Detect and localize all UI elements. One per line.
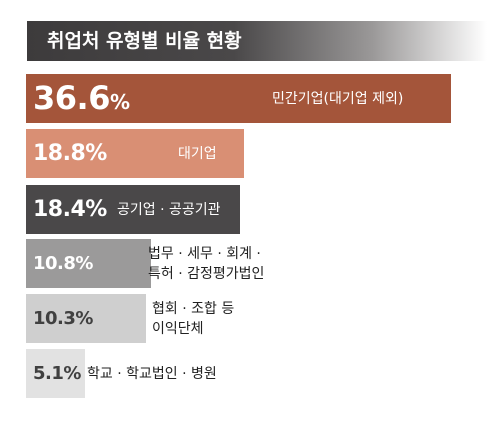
bar — [26, 185, 240, 234]
category-label-line: 협회 · 조합 등 — [152, 301, 235, 317]
value-number: 36.6 — [33, 79, 110, 117]
category-label-line: 대기업 — [178, 146, 217, 162]
value-number: 5.1% — [33, 363, 81, 384]
category-label: 공기업 · 공공기관 — [117, 200, 221, 220]
value-number: 18.4% — [33, 197, 107, 222]
value-number: 18.8% — [33, 141, 107, 166]
category-label-line: 법무 · 세무 · 회계 · — [148, 246, 261, 262]
bar — [26, 129, 244, 178]
category-label-line: 공기업 · 공공기관 — [117, 202, 221, 218]
category-label: 법무 · 세무 · 회계 · 특허 · 감정평가법인 — [148, 244, 264, 284]
category-label-line: 민간기업(대기업 제외) — [272, 91, 404, 107]
category-label-line: 특허 · 감정평가법인 — [148, 266, 265, 282]
value-unit: % — [109, 90, 130, 114]
category-label: 학교 · 학교법인 · 병원 — [87, 364, 217, 384]
category-label-line: 학교 · 학교법인 · 병원 — [87, 366, 217, 382]
bar — [26, 349, 85, 398]
value-number: 10.3% — [33, 308, 93, 329]
value-number: 10.8% — [33, 253, 93, 274]
bar — [26, 294, 146, 343]
value-label: 18.4% — [33, 185, 107, 234]
bar — [26, 74, 451, 123]
value-label: 18.8% — [33, 129, 107, 178]
value-label: 10.3% — [33, 294, 93, 343]
bar — [26, 239, 151, 288]
category-label: 민간기업(대기업 제외) — [272, 89, 403, 109]
title-bar — [27, 21, 487, 61]
value-label: 36.6% — [33, 74, 130, 127]
category-label-line: 이익단체 — [152, 321, 204, 337]
value-label: 10.8% — [33, 239, 93, 288]
chart-title: 취업처 유형별 비율 현황 — [47, 30, 242, 52]
value-label: 5.1% — [33, 349, 81, 398]
category-label: 대기업 — [178, 144, 217, 164]
